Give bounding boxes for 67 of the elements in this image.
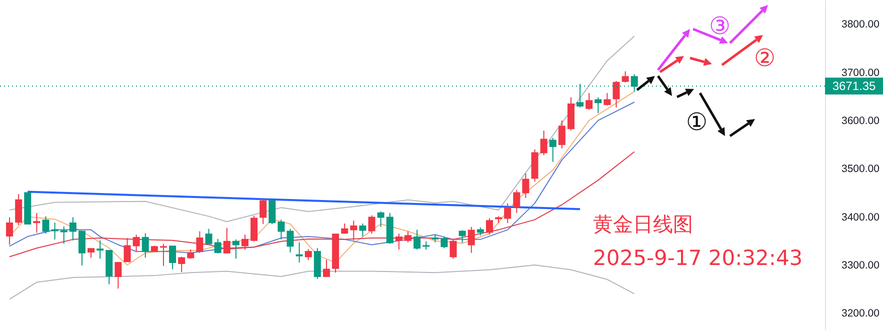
candlestick (604, 92, 611, 106)
candlestick (468, 226, 475, 254)
candlestick (88, 248, 95, 258)
candlestick (286, 228, 294, 253)
candlestick (169, 246, 176, 270)
candlestick (142, 232, 149, 258)
candlestick (51, 222, 58, 240)
annotation: 2025-9-17 20:32:43 (593, 246, 803, 270)
candlestick (114, 262, 122, 290)
candlestick (414, 229, 421, 250)
y-tick-label: 3500.00 (842, 163, 880, 176)
candlestick (205, 228, 212, 244)
candlestick (250, 215, 258, 242)
candlestick (132, 234, 140, 252)
candlestick (42, 216, 50, 234)
candlestick (304, 248, 312, 261)
candlestick (458, 230, 466, 244)
candlestick (513, 189, 520, 214)
candlestick (223, 227, 230, 254)
y-tick-label: 3800.00 (842, 18, 880, 31)
candlestick (260, 198, 267, 225)
candlestick (522, 172, 530, 198)
candlestick (15, 194, 22, 226)
candlestick (440, 236, 448, 249)
y-tick-label: 3200.00 (842, 308, 880, 320)
candlestick (124, 237, 131, 262)
candlestick (296, 242, 303, 264)
candlestick (504, 202, 512, 224)
candlestick (350, 220, 358, 241)
candlestick (450, 238, 457, 260)
candlestick (395, 233, 402, 250)
candlestick (69, 216, 76, 241)
candlestick (612, 80, 620, 108)
candlestick (549, 137, 556, 162)
candlestick (96, 240, 104, 260)
annotation: ③ (709, 12, 731, 40)
ref-line-label: 3671.35 (832, 79, 876, 94)
candlestick (404, 230, 412, 243)
candlestick (78, 230, 86, 266)
candlestick (214, 238, 222, 254)
candlestick (187, 249, 194, 260)
candlestick (178, 256, 186, 273)
candlestick (33, 212, 40, 234)
candlestick (377, 210, 384, 228)
candlestick (268, 199, 276, 225)
candlestick (160, 243, 167, 266)
candlestick (594, 96, 602, 114)
candlestick (322, 259, 330, 278)
candlestick (368, 214, 376, 234)
candlestick (6, 216, 14, 246)
y-tick-label: 3600.00 (842, 114, 880, 127)
annotation: ① (686, 108, 708, 136)
candlestick (232, 238, 240, 260)
candlestick (241, 234, 248, 250)
candlestick (359, 223, 366, 238)
y-tick-label: 3400.00 (842, 211, 880, 224)
candlestick (558, 120, 566, 149)
y-tick-label: 3300.00 (842, 259, 880, 272)
y-tick-label: 3700.00 (842, 66, 880, 79)
candlestick (278, 219, 285, 240)
candlestick (622, 70, 629, 83)
candlestick (586, 92, 593, 110)
annotation: ② (754, 44, 776, 72)
candlestick (196, 230, 204, 254)
candlestick (540, 130, 548, 156)
annotation: 黄金日线图 (593, 212, 693, 236)
candlestick (486, 218, 493, 236)
